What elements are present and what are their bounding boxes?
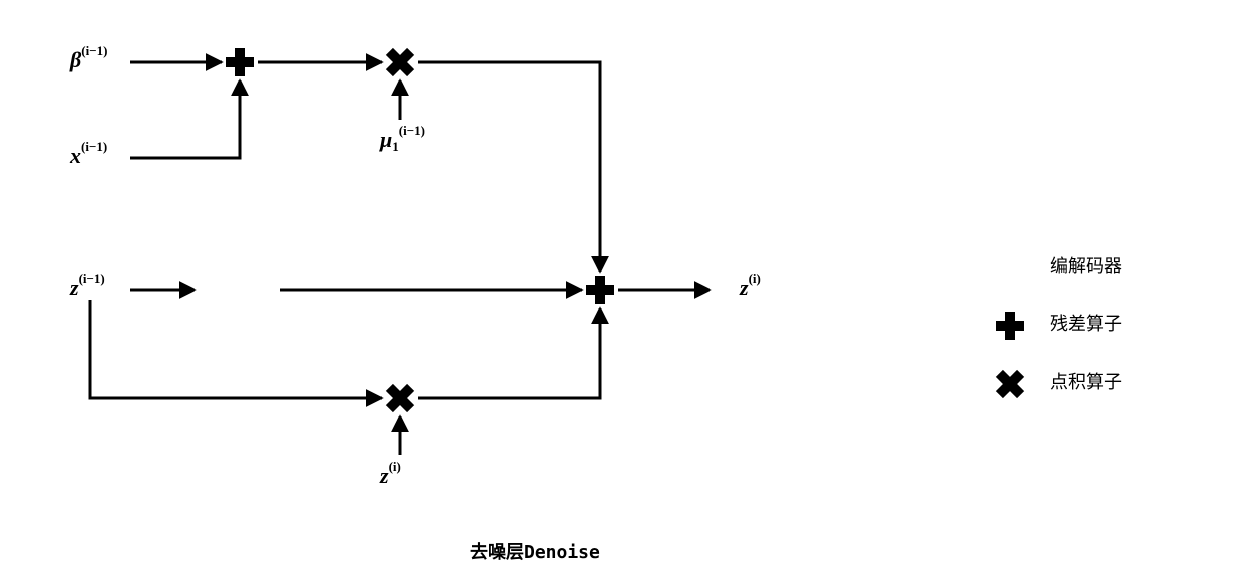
x_top-x-icon [379,41,421,83]
z-out-label: z(i) [739,271,761,300]
legend-layer: 编解码器残差算子点积算子 [989,256,1122,405]
caption: 去噪层Denoise [470,541,600,563]
z-in-label: z(i−1) [69,271,105,300]
edge [90,300,382,398]
legend-x-icon [989,363,1031,405]
x_bot-x-icon [379,377,421,419]
caption-layer: 去噪层Denoise [470,541,600,563]
legend-label: 点积算子 [1050,372,1122,392]
legend-label: 残差算子 [1050,314,1122,334]
diagram-canvas: β(i−1) x(i−1) z(i−1) μ1(i−1) z(i) z(i) 编解码器残差… [0,0,1240,578]
labels-layer: β(i−1) x(i−1) z(i−1) μ1(i−1) z(i) z(i) [69,43,761,488]
edge [418,62,600,272]
legend-label: 编解码器 [1050,256,1122,276]
mu-label: μ1(i−1) [379,123,425,154]
plus_mid-plus-icon [586,276,614,304]
x-in-label: x(i−1) [69,139,107,168]
ops-layer [226,41,614,419]
beta-label: β(i−1) [69,43,107,72]
legend-plus-icon [996,312,1024,340]
edge [418,308,600,398]
plus_top-plus-icon [226,48,254,76]
z-bot-label: z(i) [379,459,401,488]
edge [130,80,240,158]
